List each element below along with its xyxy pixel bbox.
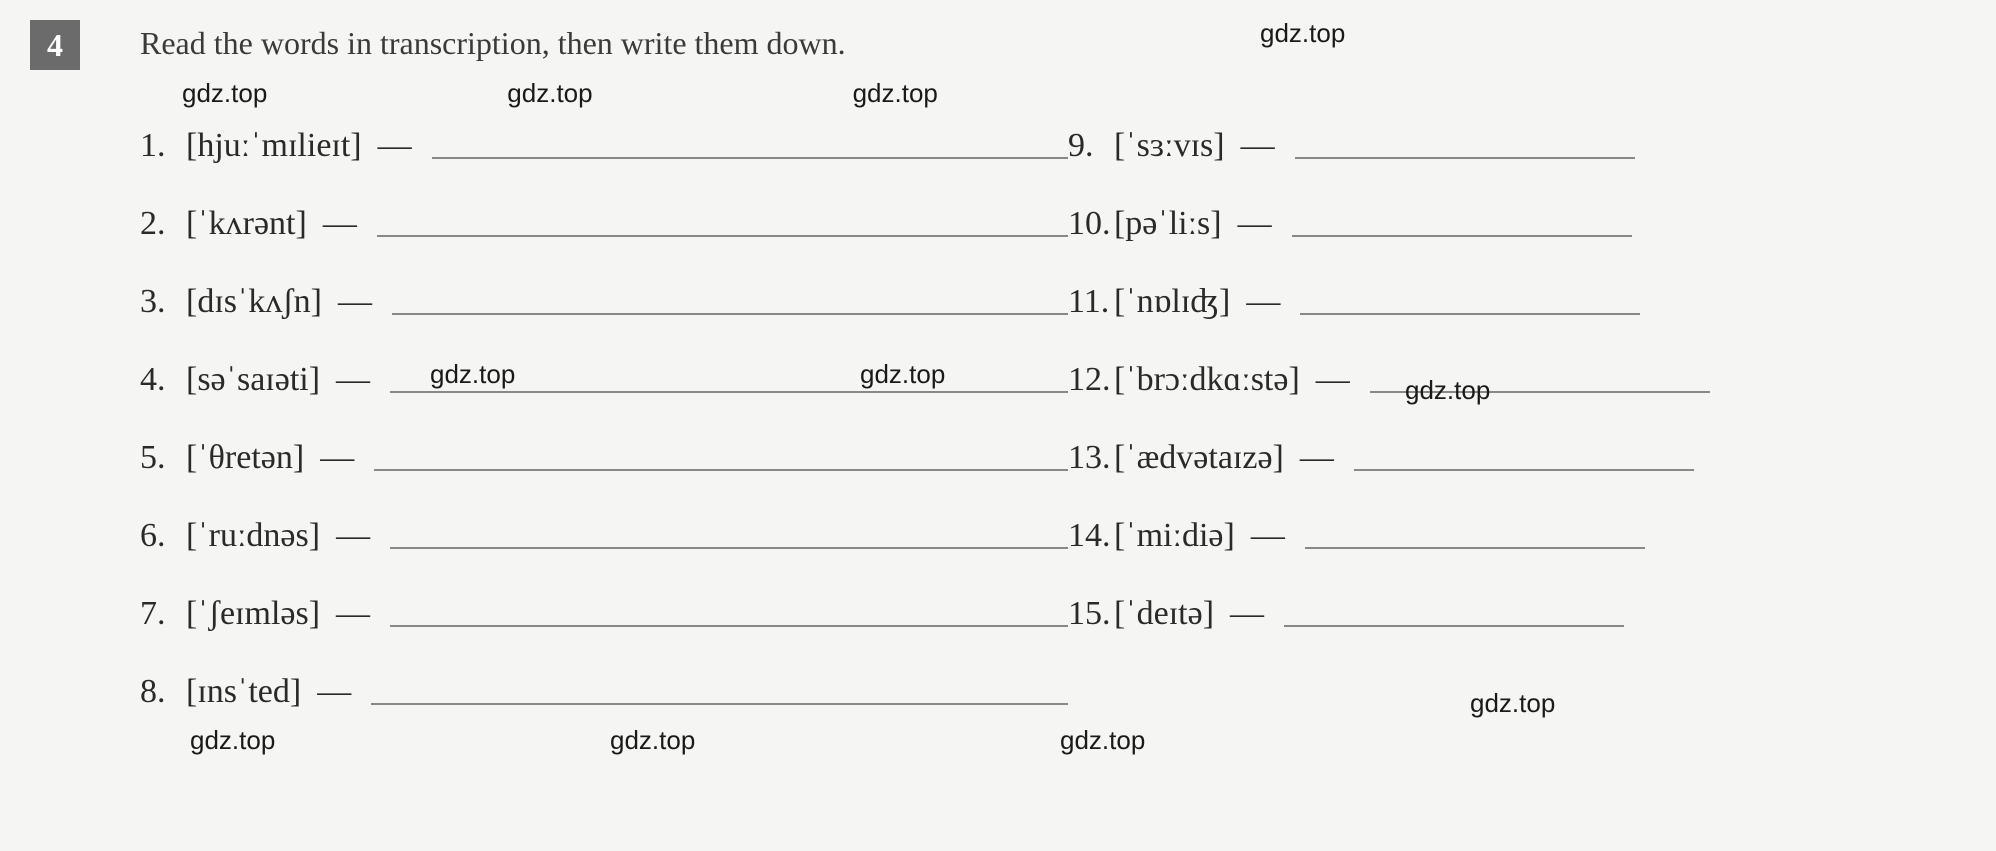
- item-number: 10.: [1068, 205, 1114, 243]
- dash: —: [320, 439, 354, 477]
- transcription-text: [səˈsaɪəti]: [186, 361, 320, 399]
- item-number: 2.: [140, 205, 186, 243]
- item-number: 3.: [140, 283, 186, 321]
- dash: —: [336, 595, 370, 633]
- answer-blank[interactable]: [371, 679, 1068, 705]
- left-column: 1. [hjuːˈmɪlieɪt] — 2. [ˈkʌrənt] — 3. [d…: [140, 127, 1068, 751]
- answer-blank[interactable]: [1300, 289, 1640, 315]
- exercise-item: 14. [ˈmiːdiə] —: [1068, 517, 1966, 555]
- watermark-bottom-2: gdz.top: [610, 725, 695, 756]
- item-number: 9.: [1068, 127, 1114, 165]
- question-number: 4: [30, 20, 80, 70]
- transcription-text: [ˈruːdnəs]: [186, 517, 320, 555]
- answer-blank[interactable]: [390, 523, 1068, 549]
- exercise-item: 9. [ˈsɜːvɪs] —: [1068, 127, 1966, 165]
- watermark-top-1: gdz.top: [182, 78, 267, 109]
- item-number: 8.: [140, 673, 186, 711]
- transcription-text: [ˈθretən]: [186, 439, 304, 477]
- dash: —: [317, 673, 351, 711]
- transcription-text: [ˈbrɔːdkɑːstə]: [1114, 361, 1300, 399]
- instruction-text: Read the words in transcription, then wr…: [140, 20, 1966, 62]
- right-column: 9. [ˈsɜːvɪs] — 10. [pəˈliːs] — 11. [ˈnɒl…: [1068, 127, 1966, 751]
- dash: —: [1316, 361, 1350, 399]
- item-number: 13.: [1068, 439, 1114, 477]
- watermark-inline-2: gdz.top: [860, 359, 945, 390]
- dash: —: [323, 205, 357, 243]
- answer-blank[interactable]: [1305, 523, 1645, 549]
- watermark-inline-1: gdz.top: [430, 359, 515, 390]
- exercise-item: 12. [ˈbrɔːdkɑːstə] —: [1068, 361, 1966, 399]
- answer-blank[interactable]: [377, 211, 1068, 237]
- answer-blank[interactable]: [432, 133, 1068, 159]
- watermark-top-2: gdz.top: [507, 78, 592, 109]
- exercise-columns: 1. [hjuːˈmɪlieɪt] — 2. [ˈkʌrənt] — 3. [d…: [140, 127, 1966, 751]
- item-number: 1.: [140, 127, 186, 165]
- watermark-top-right: gdz.top: [1260, 18, 1345, 49]
- watermark-top-3: gdz.top: [853, 78, 938, 109]
- answer-blank[interactable]: [1295, 133, 1635, 159]
- exercise-item: 7. [ˈʃeɪmləs] —: [140, 595, 1068, 633]
- answer-blank[interactable]: [1292, 211, 1632, 237]
- dash: —: [336, 361, 370, 399]
- item-number: 4.: [140, 361, 186, 399]
- exercise-item: 11. [ˈnɒlɪʤ] —: [1068, 283, 1966, 321]
- transcription-text: [ˈnɒlɪʤ]: [1114, 283, 1230, 321]
- transcription-text: [dɪsˈkʌʃn]: [186, 283, 322, 321]
- dash: —: [338, 283, 372, 321]
- dash: —: [1238, 205, 1272, 243]
- transcription-text: [ˈsɜːvɪs]: [1114, 127, 1225, 165]
- transcription-text: [ɪnsˈted]: [186, 673, 301, 711]
- item-number: 14.: [1068, 517, 1114, 555]
- item-number: 11.: [1068, 283, 1114, 321]
- transcription-text: [hjuːˈmɪlieɪt]: [186, 127, 362, 165]
- watermark-bottom-4: gdz.top: [1470, 688, 1555, 719]
- transcription-text: [ˈkʌrənt]: [186, 205, 307, 243]
- watermark-item11: gdz.top: [1405, 375, 1490, 406]
- dash: —: [1241, 127, 1275, 165]
- exercise-item: 6. [ˈruːdnəs] —: [140, 517, 1068, 555]
- transcription-text: [ˈʃeɪmləs]: [186, 595, 320, 633]
- item-number: 15.: [1068, 595, 1114, 633]
- exercise-item: 8. [ɪnsˈted] —: [140, 673, 1068, 711]
- item-number: 6.: [140, 517, 186, 555]
- transcription-text: [ˈædvətaɪzə]: [1114, 439, 1284, 477]
- item-number: 12.: [1068, 361, 1114, 399]
- dash: —: [1246, 283, 1280, 321]
- answer-blank[interactable]: [1354, 445, 1694, 471]
- dash: —: [1300, 439, 1334, 477]
- item-number: 7.: [140, 595, 186, 633]
- exercise-item: 10. [pəˈliːs] —: [1068, 205, 1966, 243]
- transcription-text: [ˈmiːdiə]: [1114, 517, 1235, 555]
- dash: —: [1251, 517, 1285, 555]
- exercise-item: 15. [ˈdeɪtə] —: [1068, 595, 1966, 633]
- exercise-item: 1. [hjuːˈmɪlieɪt] —: [140, 127, 1068, 165]
- answer-blank[interactable]: [390, 601, 1068, 627]
- exercise-item: 4. [səˈsaɪəti] — gdz.top gdz.top: [140, 361, 1068, 399]
- dash: —: [1230, 595, 1264, 633]
- answer-blank[interactable]: [1284, 601, 1624, 627]
- dash: —: [378, 127, 412, 165]
- item-number: 5.: [140, 439, 186, 477]
- answer-blank[interactable]: [392, 289, 1068, 315]
- exercise-item: 3. [dɪsˈkʌʃn] —: [140, 283, 1068, 321]
- answer-blank[interactable]: [374, 445, 1068, 471]
- transcription-text: [pəˈliːs]: [1114, 205, 1222, 243]
- exercise-item: 5. [ˈθretən] —: [140, 439, 1068, 477]
- transcription-text: [ˈdeɪtə]: [1114, 595, 1214, 633]
- dash: —: [336, 517, 370, 555]
- exercise-item: 2. [ˈkʌrənt] —: [140, 205, 1068, 243]
- watermark-bottom-1: gdz.top: [190, 725, 275, 756]
- watermark-bottom-3: gdz.top: [1060, 725, 1145, 756]
- exercise-item: 13. [ˈædvətaɪzə] —: [1068, 439, 1966, 477]
